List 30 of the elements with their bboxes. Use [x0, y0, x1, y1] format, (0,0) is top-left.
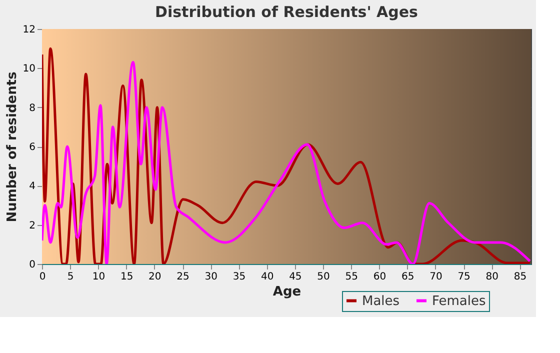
- x-tick-label: 85: [514, 272, 527, 282]
- y-tick-label: 8: [29, 102, 36, 114]
- y-tick-label: 6: [29, 142, 36, 153]
- x-tick-label: 10: [92, 272, 106, 282]
- x-tick-label: 40: [260, 272, 274, 282]
- x-tick-label: 35: [232, 272, 246, 282]
- y-tick-label: 2: [29, 220, 36, 232]
- y-tick-label: 0: [29, 260, 36, 270]
- y-axis-title: Number of residents: [4, 71, 20, 222]
- x-tick-label: 20: [148, 272, 162, 282]
- x-tick-label: 0: [39, 272, 46, 282]
- x-tick-label: 55: [345, 272, 358, 282]
- x-tick-label: 5: [67, 272, 74, 282]
- x-tick-label: 50: [317, 272, 330, 282]
- x-tick-label: 30: [204, 272, 218, 282]
- x-tick-label: 80: [486, 272, 499, 282]
- y-tick-label: 12: [22, 24, 36, 36]
- x-tick-label: 15: [120, 272, 134, 282]
- legend-label: Males: [362, 294, 400, 309]
- x-tick-label: 25: [176, 272, 190, 282]
- x-axis-title: Age: [272, 284, 302, 300]
- x-tick-label: 75: [458, 272, 470, 282]
- x-tick-label: 60: [373, 272, 386, 282]
- chart-title: Distribution of Residents' Ages: [155, 3, 418, 21]
- y-tick-label: 4: [29, 181, 36, 192]
- x-tick-label: 65: [401, 272, 414, 282]
- x-tick-label: 70: [430, 272, 442, 282]
- legend-label: Females: [432, 294, 486, 309]
- x-tick-label: 45: [289, 272, 302, 282]
- y-tick-label: 10: [22, 64, 36, 75]
